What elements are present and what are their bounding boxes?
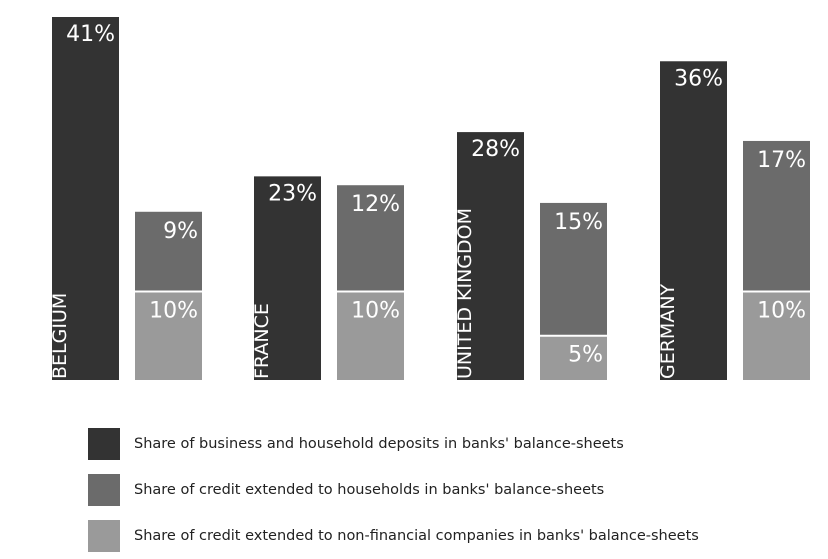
legend-label-households: Share of credit extended to households i… (134, 482, 605, 498)
data-label-deposits-germany: 36% (674, 66, 723, 91)
legend-label-companies: Share of credit extended to non-financia… (134, 528, 699, 544)
category-label-germany: GERMANY (657, 283, 679, 379)
category-label-united-kingdom: UNITED KINGDOM (454, 208, 476, 379)
legend-swatch-deposits (88, 428, 120, 460)
data-label-companies-france: 10% (351, 298, 400, 323)
legend-item-households: Share of credit extended to households i… (88, 467, 699, 513)
legend-swatch-households (88, 474, 120, 506)
legend-swatch-companies (88, 520, 120, 552)
bar-deposits-france (254, 176, 321, 380)
bar-companies-united-kingdom (540, 335, 607, 380)
data-label-households-belgium: 9% (163, 219, 198, 244)
bar-households-belgium (135, 211, 202, 292)
bar-households-germany (743, 140, 810, 292)
category-label-belgium: BELGIUM (49, 293, 71, 379)
legend-item-companies: Share of credit extended to non-financia… (88, 513, 699, 559)
bar-deposits-united-kingdom (457, 132, 524, 380)
category-label-france: FRANCE (251, 303, 273, 379)
data-label-companies-belgium: 10% (149, 298, 198, 323)
bar-households-france (337, 185, 404, 292)
legend-label-deposits: Share of business and household deposits… (134, 436, 624, 452)
data-label-companies-united-kingdom: 5% (568, 343, 603, 368)
bar-companies-belgium (135, 291, 202, 380)
bar-deposits-germany (660, 61, 727, 381)
bar-companies-germany (743, 291, 810, 380)
data-label-deposits-belgium: 41% (66, 22, 115, 47)
bar-deposits-belgium (52, 17, 119, 380)
bar-companies-france (337, 291, 404, 380)
data-label-deposits-france: 23% (268, 181, 317, 206)
legend-item-deposits: Share of business and household deposits… (88, 421, 699, 467)
legend: Share of business and household deposits… (88, 421, 699, 559)
data-label-households-united-kingdom: 15% (554, 210, 603, 235)
data-label-deposits-united-kingdom: 28% (471, 137, 520, 162)
data-label-households-germany: 17% (757, 148, 806, 173)
data-label-households-france: 12% (351, 192, 400, 217)
bar-households-united-kingdom (540, 202, 607, 336)
data-label-companies-germany: 10% (757, 298, 806, 323)
